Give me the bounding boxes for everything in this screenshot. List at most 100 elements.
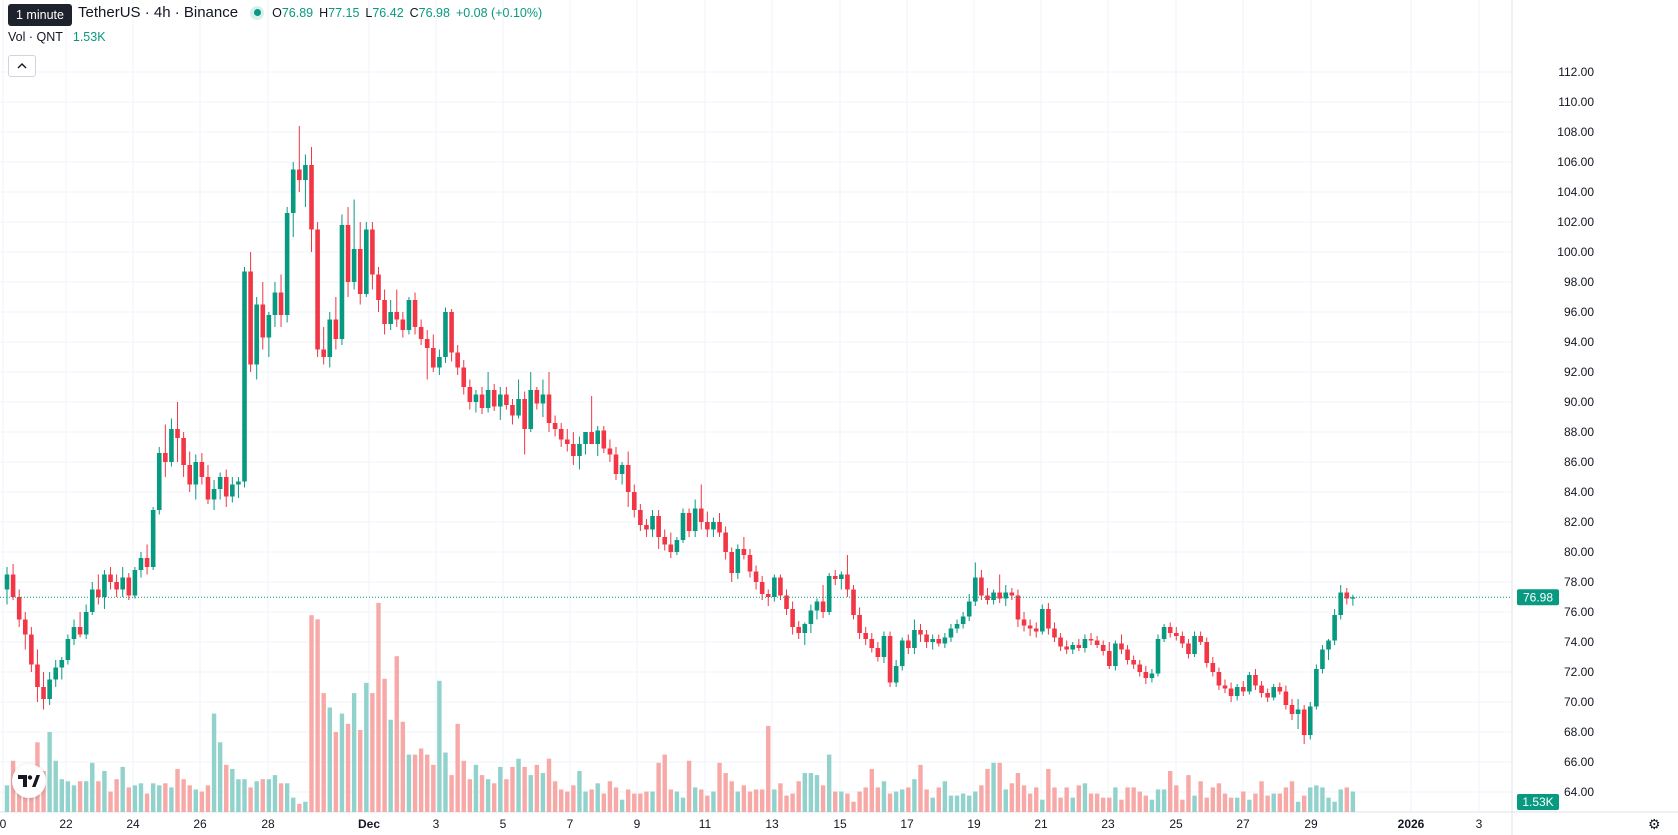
volume-bar — [114, 779, 119, 812]
candle-body — [747, 555, 753, 572]
candle-body — [1125, 649, 1130, 660]
low-label: L — [365, 5, 373, 20]
candle-body — [181, 438, 186, 465]
volume-bar — [814, 775, 820, 812]
volume-bar — [625, 789, 631, 812]
volume-bar — [784, 795, 789, 812]
candle-body — [169, 429, 174, 462]
volume-bar — [1320, 787, 1325, 812]
candle-body — [1021, 619, 1027, 626]
volume-bar — [102, 771, 107, 812]
candle-body — [156, 453, 162, 510]
candle-body — [1234, 687, 1240, 696]
candle-body — [248, 271, 253, 365]
volume-bar — [425, 754, 430, 812]
volume-bar — [1350, 791, 1356, 812]
candle-body — [77, 627, 83, 635]
time-tick-label: 3 — [1476, 817, 1483, 831]
candle-body — [382, 300, 387, 324]
candle-body — [193, 462, 199, 485]
candle-body — [1046, 609, 1051, 629]
candle-body — [881, 636, 887, 657]
candle-body — [1040, 609, 1045, 632]
volume-bar — [1253, 793, 1258, 812]
market-status-icon[interactable] — [250, 5, 265, 20]
collapse-legend-button[interactable] — [8, 55, 36, 77]
volume-bar — [455, 723, 460, 812]
candle-body — [784, 595, 789, 609]
candle-body — [826, 576, 832, 612]
volume-bar — [406, 754, 412, 812]
candle-body — [1155, 639, 1161, 674]
time-tick-label: 13 — [765, 817, 779, 831]
candle-body — [1314, 669, 1319, 707]
volume-bar — [753, 789, 759, 812]
chart-settings-gear-icon[interactable]: ⚙ — [1648, 816, 1661, 832]
volume-bar — [120, 766, 125, 812]
volume-bar — [1009, 783, 1015, 812]
candle-body — [1173, 633, 1179, 636]
volume-bar — [577, 771, 582, 812]
time-tick-label: 0 — [0, 817, 7, 831]
volume-bar — [1277, 793, 1283, 812]
volume-bar — [1192, 795, 1197, 812]
candle-body — [65, 639, 71, 660]
volume-legend[interactable]: Vol · QNT 1.53K — [8, 30, 106, 44]
candle-body — [315, 229, 320, 350]
volume-bar — [199, 791, 205, 812]
candle-body — [1326, 640, 1331, 650]
candle-body — [1137, 664, 1143, 672]
price-tick-label: 82.00 — [1564, 515, 1594, 529]
candle-body — [1320, 649, 1325, 669]
price-axis[interactable]: 112.00 110.00 108.00 106.00 104.00 102.00 100.… — [1557, 65, 1594, 799]
candle-body — [467, 387, 473, 402]
volume-bar — [1161, 789, 1167, 812]
candle-body — [35, 664, 40, 687]
volume-bar — [613, 787, 619, 812]
candle-body — [839, 574, 844, 579]
candle-body — [144, 558, 150, 567]
price-tick-label: 104.00 — [1557, 185, 1594, 199]
volume-bar — [1113, 787, 1118, 812]
price-tick-label: 86.00 — [1564, 455, 1594, 469]
volume-bar — [589, 789, 594, 812]
volume-bar — [394, 656, 399, 812]
volume-bar — [1137, 791, 1142, 812]
candle-body — [108, 574, 113, 582]
volume-bar — [83, 781, 89, 812]
candle-body — [650, 516, 655, 530]
close-label: C — [409, 5, 419, 20]
volume-bar — [1034, 787, 1039, 812]
candle-body — [443, 312, 448, 357]
volume-bar — [479, 775, 485, 812]
tradingview-logo[interactable] — [12, 764, 46, 798]
volume-bar — [211, 713, 217, 812]
volume-bar — [1271, 793, 1276, 812]
symbol-title[interactable]: TetherUS · 4h · Binance — [78, 4, 239, 21]
candle-body — [339, 225, 345, 339]
volume-bar — [65, 781, 71, 812]
volume-bar — [242, 779, 247, 812]
candle-body — [461, 367, 467, 387]
volume-bar — [790, 793, 795, 812]
volume-bar — [875, 787, 881, 812]
candle-body — [924, 634, 929, 642]
volume-bar — [217, 742, 223, 812]
candle-body — [571, 444, 576, 456]
volume-bar — [705, 795, 710, 812]
volume-bar — [991, 762, 996, 812]
candle-body — [242, 271, 247, 482]
candle-body — [942, 637, 948, 644]
candle-body — [954, 624, 960, 629]
time-tick-label: 25 — [1169, 817, 1183, 831]
volume-bar — [656, 762, 661, 812]
volume-bar — [796, 781, 801, 812]
volume-bar — [461, 760, 466, 812]
volume-bar — [1228, 797, 1234, 812]
volume-bar — [638, 793, 643, 812]
candle-body — [290, 169, 296, 213]
time-axis[interactable]: 0 22 24 26 28 Dec 3 5 7 9 11 13 15 17 19 21 23 25 27 29 2026… — [0, 817, 1483, 831]
volume-bar — [138, 783, 144, 812]
